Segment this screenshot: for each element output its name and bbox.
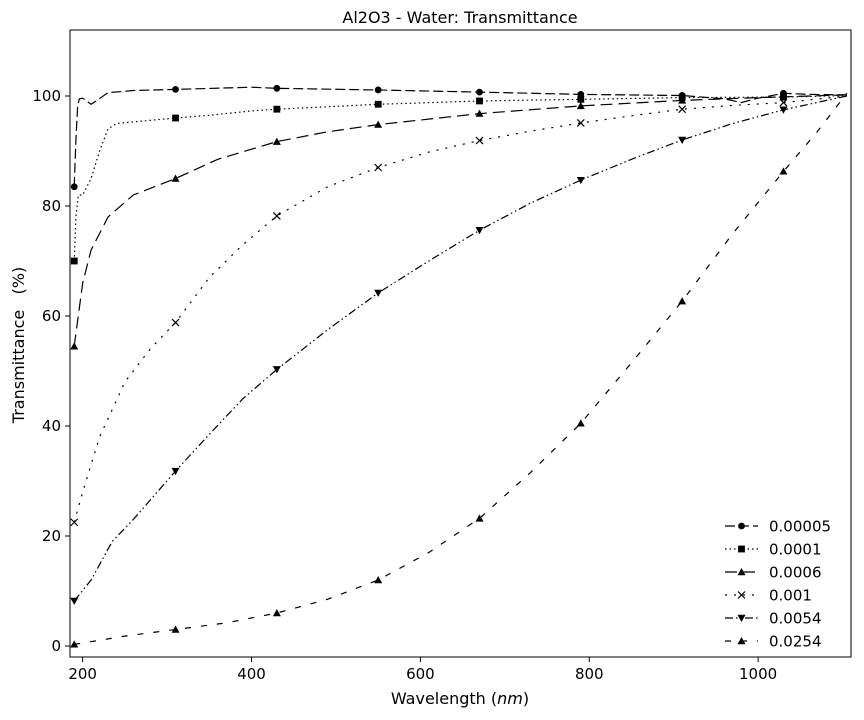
data-point (171, 318, 180, 327)
y-axis-label: Transmittance (%) (9, 267, 28, 424)
legend-marker (737, 568, 746, 576)
data-point (576, 419, 585, 427)
data-point (475, 514, 484, 522)
legend-label: 0.00005 (769, 518, 831, 536)
data-point (374, 289, 383, 297)
x-axis: 200 400 600 800 1000 (68, 657, 777, 683)
data-point (678, 136, 687, 144)
data-point (374, 163, 383, 172)
data-point (171, 174, 180, 182)
legend-marker (737, 591, 746, 599)
chart-title: Al2O3 - Water: Transmittance (342, 8, 577, 27)
series-line (73, 94, 847, 347)
legend-label: 0.0054 (769, 610, 822, 628)
legend-marker (737, 637, 746, 645)
x-axis-label: Wavelength (nm) (391, 689, 529, 708)
data-point (70, 518, 79, 527)
data-point (678, 96, 687, 104)
legend-label: 0.0001 (769, 541, 822, 559)
data-point (475, 109, 484, 117)
data-point (70, 183, 78, 191)
plot-area (70, 84, 848, 648)
x-tick-label: 800 (575, 665, 604, 683)
legend-label: 0.0006 (769, 564, 822, 582)
data-point (374, 100, 382, 108)
data-point (475, 136, 484, 145)
y-tick-label: 60 (42, 307, 61, 325)
series-line (73, 86, 847, 187)
data-point (374, 120, 383, 128)
series-line (74, 92, 848, 645)
y-tick-label: 100 (32, 87, 61, 105)
legend-item: 0.0054 (725, 610, 822, 628)
legend-label: 0.001 (769, 587, 812, 605)
legend-item: 0.0001 (725, 541, 822, 559)
legend-item: 0.001 (725, 587, 812, 605)
x-tick-label: 600 (406, 665, 435, 683)
data-point (272, 609, 281, 617)
data-point (476, 88, 483, 96)
plot-frame (69, 29, 852, 658)
data-point (678, 105, 687, 114)
series-0.0054 (70, 95, 847, 605)
data-point (70, 342, 79, 350)
legend: 0.00005 0.0001 0.0006 0.001 0.0054 0.0254 (725, 518, 831, 651)
legend-item: 0.0254 (725, 633, 822, 651)
x-tick-label: 200 (68, 665, 97, 683)
data-point (272, 211, 281, 220)
series-0.0254 (70, 92, 848, 648)
data-point (476, 97, 483, 105)
y-tick-label: 80 (42, 197, 61, 215)
data-point (172, 86, 179, 93)
data-point (172, 114, 179, 122)
data-point (374, 86, 382, 94)
data-point (576, 176, 585, 185)
series-line (73, 94, 847, 262)
data-point (779, 106, 788, 114)
data-point (70, 640, 79, 648)
data-point (779, 167, 788, 175)
data-point (576, 119, 585, 127)
x-axis-label-open: ( (486, 689, 497, 708)
x-axis-label-close: ) (523, 689, 529, 708)
series-0.0001 (70, 93, 847, 265)
data-point (475, 227, 484, 235)
legend-item: 0.0006 (725, 564, 822, 582)
data-point (171, 467, 180, 476)
legend-item: 0.00005 (725, 518, 831, 536)
x-tick-label: 400 (237, 665, 266, 683)
data-point (576, 101, 585, 110)
data-point (272, 366, 281, 374)
y-tick-label: 0 (51, 637, 61, 655)
data-point (70, 257, 78, 265)
y-tick-label: 40 (42, 417, 61, 435)
legend-marker (738, 545, 745, 553)
legend-label: 0.0254 (769, 633, 822, 651)
series-0.001 (70, 95, 847, 527)
data-point (70, 597, 79, 605)
data-point (171, 625, 180, 633)
x-tick-label: 1000 (739, 665, 777, 683)
series-line (73, 95, 847, 523)
series-line (73, 95, 847, 602)
series-0.0006 (70, 94, 847, 350)
y-axis: 0 20 40 60 80 100 (32, 87, 70, 655)
data-point (272, 137, 281, 145)
data-point (779, 98, 788, 107)
legend-marker (738, 522, 745, 530)
x-axis-label-main: Wavelength (391, 689, 486, 708)
data-point (577, 95, 585, 103)
data-point (273, 84, 281, 92)
data-point (374, 576, 383, 584)
legend-marker (737, 614, 746, 622)
x-axis-label-unit: nm (497, 689, 523, 708)
data-point (273, 105, 281, 113)
data-point (678, 297, 687, 305)
series-0.00005 (70, 84, 847, 191)
y-tick-label: 20 (42, 527, 61, 545)
